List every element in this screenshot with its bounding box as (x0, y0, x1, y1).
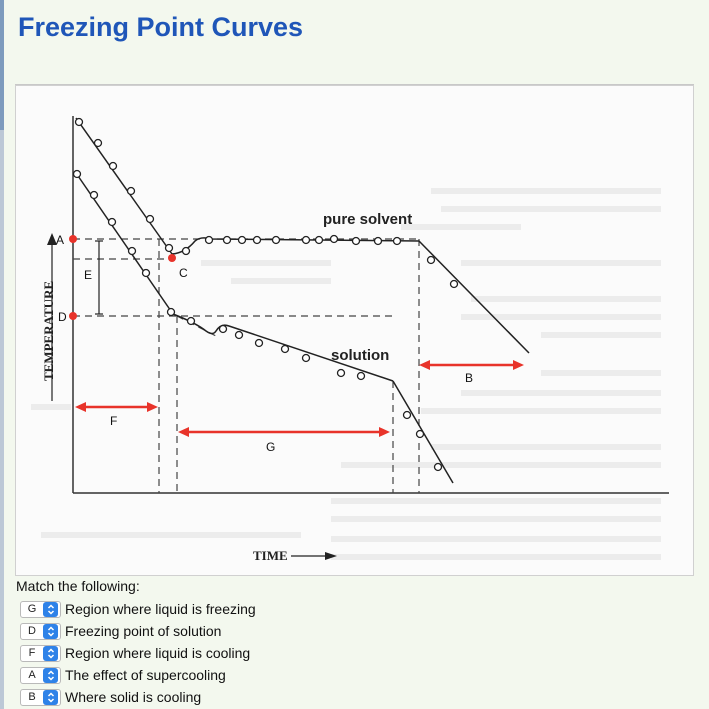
marker-f-label: F (110, 414, 117, 428)
marker-b-label: B (465, 371, 473, 385)
match-row: D Freezing point of solution (16, 620, 416, 642)
select-arrows-icon[interactable] (43, 623, 58, 639)
match-item-label: Freezing point of solution (65, 623, 222, 639)
select-value: F (28, 647, 36, 659)
match-item-label: The effect of supercooling (65, 667, 226, 683)
select-arrows-icon[interactable] (43, 667, 58, 683)
red-markers (69, 235, 176, 320)
select-arrows-icon[interactable] (43, 645, 58, 661)
red-arrowheads (75, 360, 524, 437)
select-value: B (28, 691, 36, 703)
temperature-arrowhead (47, 233, 57, 245)
freezing-curve-diagram: TEMPERATURE TIME pure solvent solution A… (31, 116, 669, 563)
dashed-guides (73, 238, 420, 493)
match-question: Match the following: G Region where liqu… (16, 578, 416, 708)
answer-select[interactable]: A (20, 666, 61, 684)
marker-a-label: A (56, 233, 64, 247)
data-points (72, 117, 459, 472)
answer-select[interactable]: D (20, 622, 61, 640)
match-row: B Where solid is cooling (16, 686, 416, 708)
match-row: F Region where liquid is cooling (16, 642, 416, 664)
match-item-label: Where solid is cooling (65, 689, 202, 705)
freezing-curve-figure: TEMPERATURE TIME pure solvent solution A… (15, 85, 694, 576)
time-arrowhead (325, 552, 337, 560)
x-axis-label: TIME (253, 548, 288, 563)
select-value: A (28, 669, 36, 681)
select-arrows-icon[interactable] (43, 689, 58, 705)
marker-g-label: G (266, 440, 275, 454)
y-axis-label: TEMPERATURE (41, 281, 56, 381)
select-value: D (28, 625, 36, 637)
match-instruction: Match the following: (16, 578, 140, 594)
page-title: Freezing Point Curves (18, 12, 304, 42)
pure-solvent-label: pure solvent (323, 211, 412, 228)
match-row: G Region where liquid is freezing (16, 598, 416, 620)
title-divider (15, 84, 694, 85)
match-row: A The effect of supercooling (16, 664, 416, 686)
window-edge-accent (0, 0, 4, 130)
answer-select[interactable]: B (20, 688, 61, 706)
solution-label: solution (331, 347, 389, 364)
match-item-label: Region where liquid is freezing (65, 601, 256, 617)
answer-select[interactable]: G (20, 600, 61, 618)
select-arrows-icon[interactable] (43, 601, 58, 617)
marker-c-label: C (179, 266, 188, 280)
red-arrows (83, 363, 515, 434)
answer-select[interactable]: F (20, 644, 61, 662)
background-scan-lines (31, 188, 661, 560)
match-item-label: Region where liquid is cooling (65, 645, 251, 661)
e-bracket (95, 240, 103, 315)
marker-e-label: E (84, 268, 92, 282)
marker-d-label: D (58, 310, 67, 324)
select-value: G (27, 603, 37, 615)
window-edge (0, 0, 4, 709)
